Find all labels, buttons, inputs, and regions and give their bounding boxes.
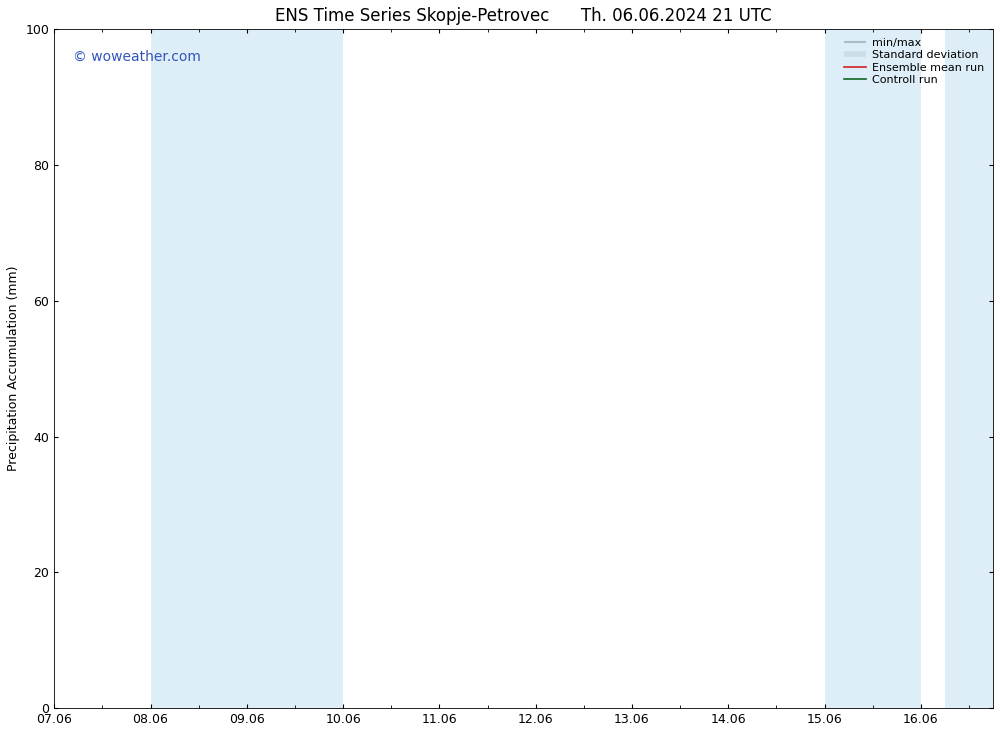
Y-axis label: Precipitation Accumulation (mm): Precipitation Accumulation (mm) (7, 266, 20, 471)
Bar (825, 29, 921, 708)
Bar (945, 29, 993, 708)
Bar (151, 29, 343, 708)
Title: ENS Time Series Skopje-Petrovec      Th. 06.06.2024 21 UTC: ENS Time Series Skopje-Petrovec Th. 06.0… (275, 7, 772, 25)
Text: © woweather.com: © woweather.com (73, 50, 201, 64)
Legend: min/max, Standard deviation, Ensemble mean run, Controll run: min/max, Standard deviation, Ensemble me… (841, 35, 988, 88)
